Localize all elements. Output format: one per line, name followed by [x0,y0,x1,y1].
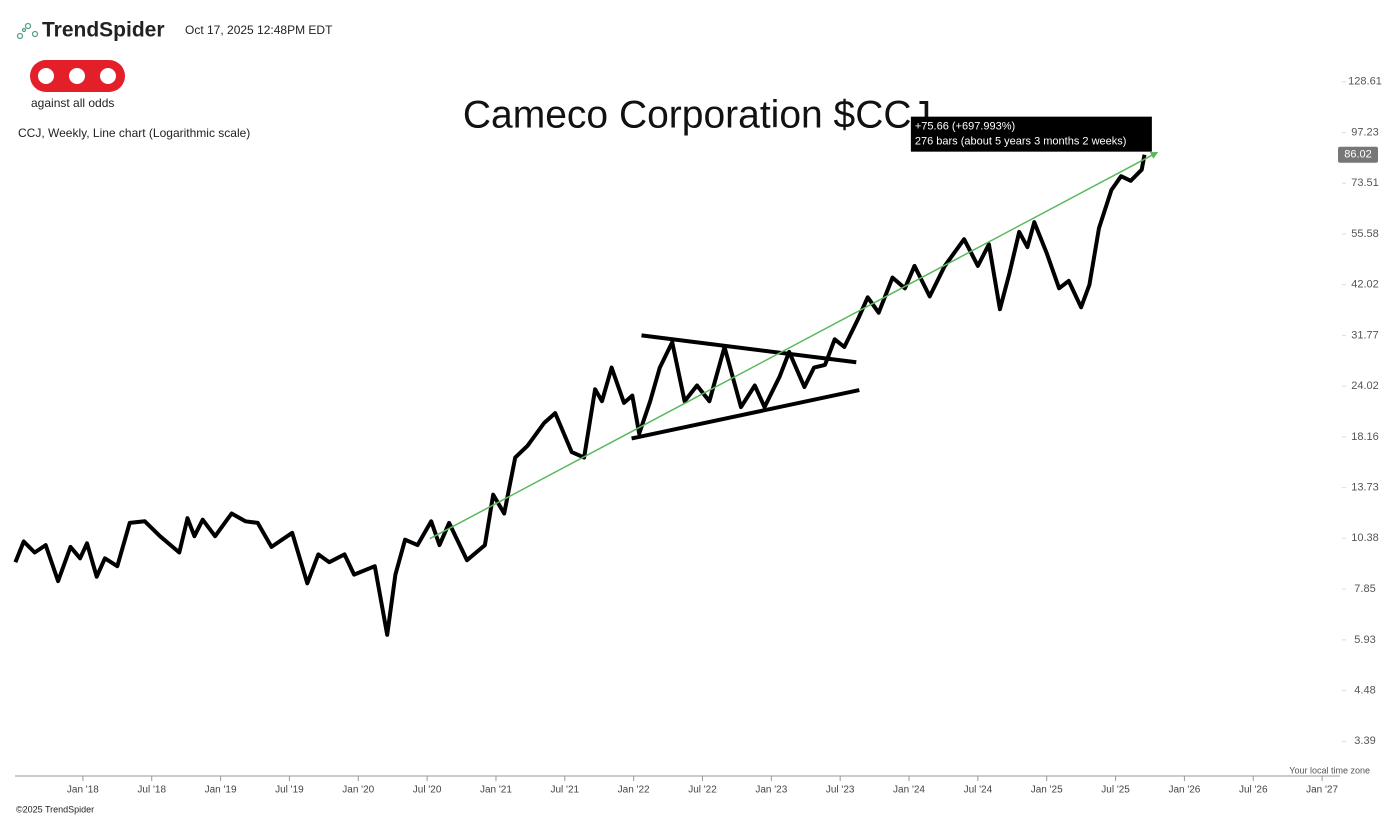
y-tick-label: 73.51 [1351,177,1379,189]
price-line [13,154,1147,637]
x-tick-label: Jul '18 [137,785,166,796]
y-tick-label: 97.23 [1351,126,1379,138]
y-tick-label: 4.48 [1354,685,1375,697]
brand-icon [16,22,39,40]
x-tick-label: Jul '19 [275,785,304,796]
x-tick-label: Jul '26 [1239,785,1268,796]
y-tick-label: 7.85 [1354,583,1375,595]
footer: ©2025 TrendSpider [16,804,94,814]
annotation-detail: 276 bars (about 5 years 3 months 2 weeks… [915,136,1127,148]
timezone-note: Your local time zone [1289,765,1370,775]
y-tick-label: 13.73 [1351,481,1379,493]
x-tick-label: Jan '22 [618,785,650,796]
x-tick-label: Jan '27 [1306,785,1338,796]
logo [30,60,125,92]
y-tick-label: 128.61 [1348,76,1382,88]
y-tick-label: 31.77 [1351,329,1379,341]
x-tick-label: Jul '23 [826,785,855,796]
x-tick-label: Jul '22 [688,785,717,796]
trendline [429,151,1159,540]
annotation-box [910,116,1152,152]
x-tick-label: Jan '20 [342,785,374,796]
x-tick-label: Jul '24 [964,785,993,796]
x-tick-label: Jan '26 [1168,785,1200,796]
y-tick-label: 42.02 [1351,279,1379,291]
last-price-label: 86.02 [1344,149,1372,161]
x-tick-label: Jul '25 [1101,785,1130,796]
last-price-badge [1338,146,1378,163]
annotation-label: +75.66 (+697.993%) [915,121,1015,133]
y-tick-label: 24.02 [1351,380,1379,392]
timestamp: Oct 17, 2025 12:48PM EDT [185,23,333,37]
y-tick-label: 18.16 [1351,431,1379,443]
pattern-line [631,388,860,441]
y-tick-label: 10.38 [1351,532,1379,544]
x-tick-label: Jul '21 [551,785,580,796]
x-tick-label: Jan '21 [480,785,512,796]
chart-title: Cameco Corporation $CCJ [463,93,931,136]
y-tick-label: 5.93 [1354,634,1375,646]
brand: TrendSpider [42,19,165,42]
x-tick-label: Jan '23 [755,785,787,796]
pattern-line [641,333,857,365]
y-tick-label: 55.58 [1351,228,1379,240]
x-tick-label: Jan '24 [893,785,925,796]
x-tick-label: Jan '19 [205,785,237,796]
logo-text: against all odds [31,96,114,110]
x-tick-label: Jan '25 [1031,785,1063,796]
subtitle: CCJ, Weekly, Line chart (Logarithmic sca… [18,126,250,140]
y-tick-label: 3.39 [1354,735,1375,747]
x-tick-label: Jan '18 [67,785,99,796]
x-tick-label: Jul '20 [413,785,442,796]
